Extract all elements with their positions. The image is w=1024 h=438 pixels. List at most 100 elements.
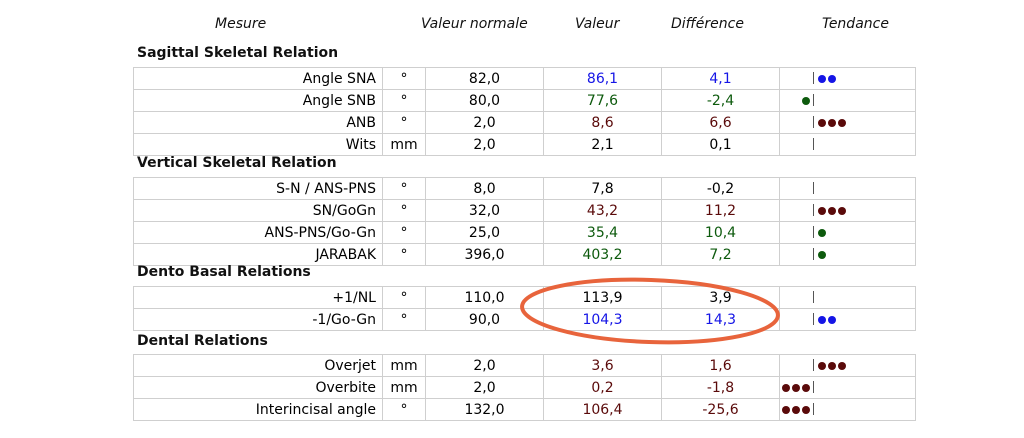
measure-unit: ° [382, 89, 426, 112]
trend-baseline [813, 313, 814, 325]
difference-value: 0,1 [661, 133, 780, 156]
measure-name: S-N / ANS-PNS [133, 177, 383, 200]
trend-dot [818, 207, 826, 215]
trend-dot [802, 406, 810, 414]
measure-table: Overjet mm 2,0 3,6 1,6 Overbite mm 2,0 0,2 -1,8 … [133, 354, 916, 421]
measure-table: S-N / ANS-PNS ° 8,0 7,8 -0,2 SN/GoGn ° 32,0 43,… [133, 177, 916, 266]
header-valeur-normale: Valeur normale [421, 16, 528, 32]
trend-indicator [779, 354, 916, 377]
measure-unit: ° [382, 398, 426, 421]
normal-value: 82,0 [425, 67, 544, 90]
trend-dot [838, 119, 846, 127]
trend-dot [818, 119, 826, 127]
normal-value: 32,0 [425, 199, 544, 222]
trend-baseline [813, 182, 814, 194]
difference-value: 1,6 [661, 354, 780, 377]
difference-value: 3,9 [661, 286, 780, 309]
measured-value: 86,1 [543, 67, 662, 90]
difference-value: 4,1 [661, 67, 780, 90]
measure-unit: ° [382, 308, 426, 331]
measure-unit: ° [382, 177, 426, 200]
trend-indicator [779, 243, 916, 266]
trend-dot [838, 362, 846, 370]
trend-dot [818, 316, 826, 324]
header-tendance: Tendance [822, 16, 889, 32]
measure-unit: ° [382, 199, 426, 222]
measure-table: +1/NL ° 110,0 113,9 3,9 -1/Go-Gn ° 90,0 104,3 14… [133, 286, 916, 331]
measured-value: 35,4 [543, 221, 662, 244]
measure-name: ANS-PNS/Go-Gn [133, 221, 383, 244]
normal-value: 2,0 [425, 111, 544, 134]
trend-baseline [813, 248, 814, 260]
trend-indicator [779, 199, 916, 222]
difference-value: 11,2 [661, 199, 780, 222]
trend-marks [781, 138, 915, 151]
trend-dot [802, 97, 810, 105]
difference-value: -2,4 [661, 89, 780, 112]
trend-marks [781, 116, 915, 129]
trend-dot [828, 207, 836, 215]
trend-dot [782, 384, 790, 392]
measure-name: SN/GoGn [133, 199, 383, 222]
trend-baseline [813, 226, 814, 238]
trend-dot [818, 75, 826, 83]
trend-baseline [813, 72, 814, 84]
trend-baseline [813, 359, 814, 371]
trend-dot [838, 207, 846, 215]
measure-unit: ° [382, 67, 426, 90]
measure-unit: ° [382, 286, 426, 309]
trend-marks [781, 248, 915, 261]
trend-dot [802, 384, 810, 392]
normal-value: 2,0 [425, 376, 544, 399]
measured-value: 2,1 [543, 133, 662, 156]
table-row: Wits mm 2,0 2,1 0,1 [133, 133, 916, 156]
table-row: ANS-PNS/Go-Gn ° 25,0 35,4 10,4 [133, 221, 916, 244]
measure-unit: mm [382, 133, 426, 156]
measure-unit: ° [382, 221, 426, 244]
table-row: +1/NL ° 110,0 113,9 3,9 [133, 286, 916, 309]
trend-dot [792, 406, 800, 414]
trend-marks [781, 182, 915, 195]
measured-value: 3,6 [543, 354, 662, 377]
trend-dot [818, 362, 826, 370]
trend-marks [781, 381, 915, 394]
trend-baseline [813, 403, 814, 415]
difference-value: -25,6 [661, 398, 780, 421]
measured-value: 113,9 [543, 286, 662, 309]
trend-dot [828, 119, 836, 127]
measured-value: 8,6 [543, 111, 662, 134]
measured-value: 403,2 [543, 243, 662, 266]
measured-value: 77,6 [543, 89, 662, 112]
table-row: JARABAK ° 396,0 403,2 7,2 [133, 243, 916, 266]
normal-value: 132,0 [425, 398, 544, 421]
section-title: Dento Basal Relations [137, 264, 311, 280]
table-row: Angle SNA ° 82,0 86,1 4,1 [133, 67, 916, 90]
trend-dot [828, 362, 836, 370]
section-title: Dental Relations [137, 333, 268, 349]
trend-marks [781, 403, 915, 416]
measured-value: 43,2 [543, 199, 662, 222]
measure-name: JARABAK [133, 243, 383, 266]
measure-name: -1/Go-Gn [133, 308, 383, 331]
difference-value: 10,4 [661, 221, 780, 244]
header-mesure: Mesure [215, 16, 267, 32]
trend-dot [782, 406, 790, 414]
normal-value: 80,0 [425, 89, 544, 112]
measure-name: Wits [133, 133, 383, 156]
difference-value: 14,3 [661, 308, 780, 331]
trend-indicator [779, 67, 916, 90]
trend-indicator [779, 221, 916, 244]
trend-baseline [813, 138, 814, 150]
trend-marks [781, 94, 915, 107]
trend-baseline [813, 94, 814, 106]
table-row: ANB ° 2,0 8,6 6,6 [133, 111, 916, 134]
trend-baseline [813, 291, 814, 303]
trend-marks [781, 359, 915, 372]
normal-value: 110,0 [425, 286, 544, 309]
normal-value: 8,0 [425, 177, 544, 200]
trend-dot [828, 316, 836, 324]
trend-indicator [779, 89, 916, 112]
trend-marks [781, 72, 915, 85]
trend-dot [818, 229, 826, 237]
trend-baseline [813, 381, 814, 393]
